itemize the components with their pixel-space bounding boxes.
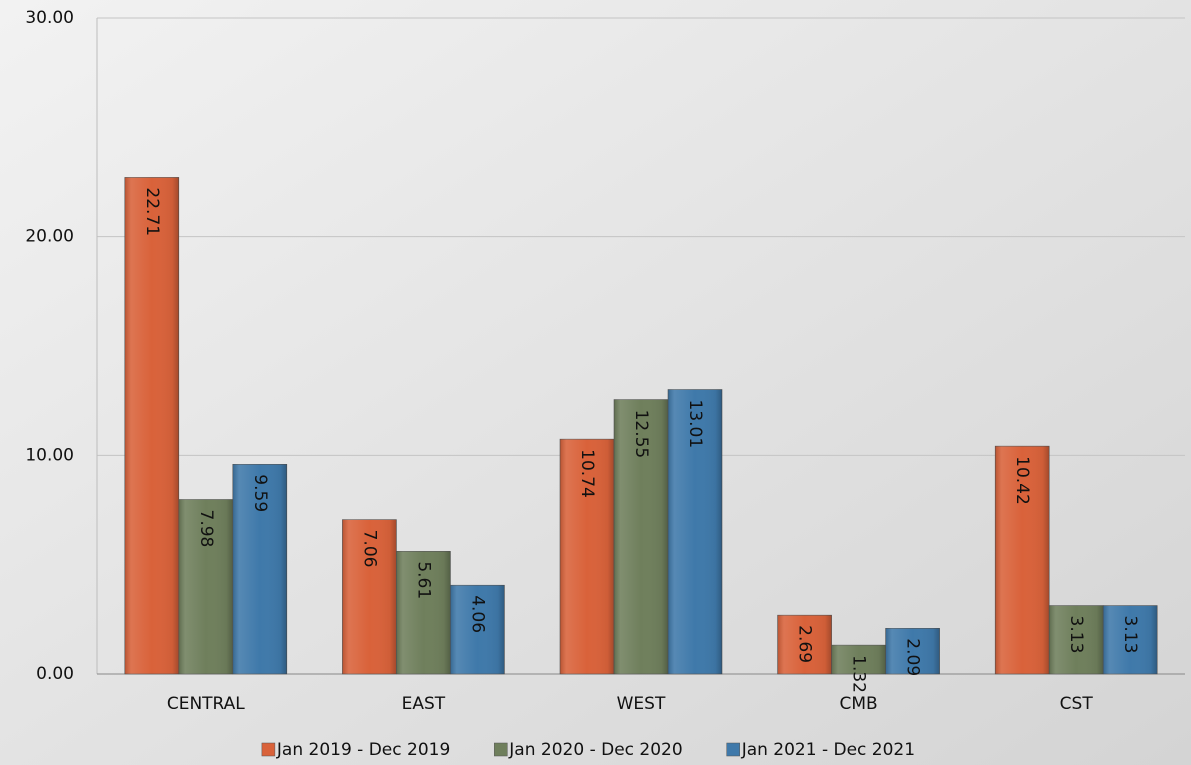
- legend-label: Jan 2021 - Dec 2021: [741, 740, 915, 760]
- data-label: 10.74: [577, 449, 597, 498]
- legend-swatch: [726, 742, 740, 757]
- legend-swatch: [494, 742, 508, 757]
- x-tick-label: WEST: [617, 694, 666, 714]
- y-tick-label: 10.00: [25, 445, 74, 465]
- data-label: 3.13: [1066, 616, 1086, 654]
- x-tick-label: CMB: [839, 694, 877, 714]
- legend-label: Jan 2020 - Dec 2020: [508, 740, 682, 760]
- data-label: 7.06: [359, 530, 379, 568]
- data-label: 9.59: [250, 474, 270, 512]
- bar: [124, 177, 180, 675]
- data-label: 4.06: [467, 595, 487, 633]
- data-label: 22.71: [142, 187, 162, 236]
- x-tick-label: EAST: [402, 694, 446, 714]
- data-label: 7.98: [196, 510, 216, 548]
- data-label: 2.69: [795, 625, 815, 663]
- x-tick-label: CENTRAL: [167, 694, 245, 714]
- data-label: 2.09: [903, 638, 923, 676]
- y-tick-label: 20.00: [25, 227, 74, 247]
- data-label: 5.61: [413, 561, 433, 599]
- y-tick-label: 0.00: [36, 664, 74, 684]
- legend-swatch: [261, 742, 276, 757]
- data-label: 10.42: [1012, 456, 1032, 505]
- y-tick-label: 30.00: [25, 8, 74, 28]
- x-tick-label: CST: [1060, 694, 1094, 714]
- data-label: 1.32: [849, 655, 869, 693]
- legend-label: Jan 2019 - Dec 2019: [276, 740, 450, 760]
- data-label: 13.01: [685, 400, 705, 449]
- data-label: 12.55: [631, 410, 651, 459]
- data-label: 3.13: [1120, 616, 1140, 654]
